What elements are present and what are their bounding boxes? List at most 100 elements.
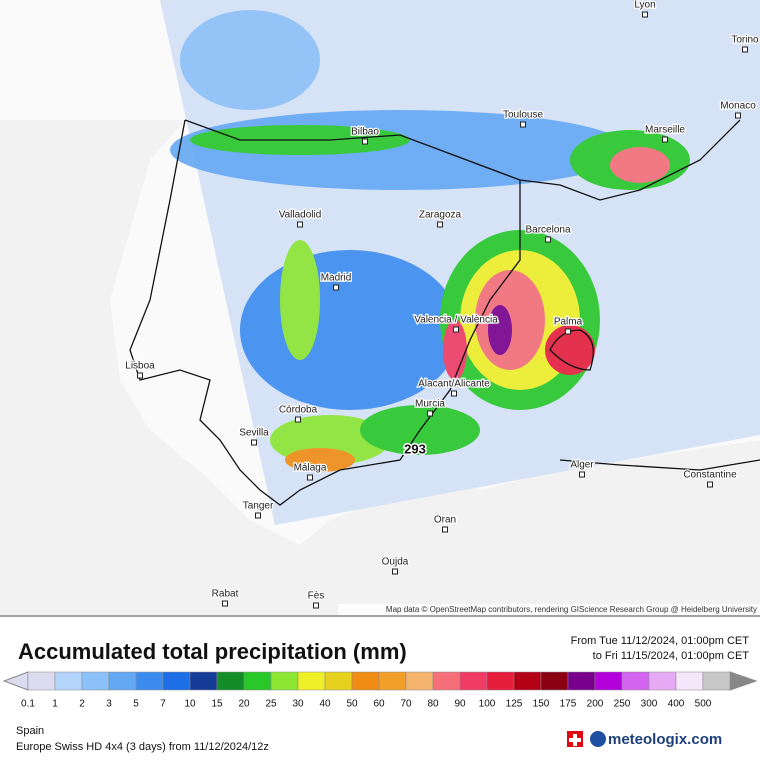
legend-label: 2	[79, 699, 85, 710]
attribution: Map data © OpenStreetMap contributors, r…	[386, 605, 757, 614]
legend-label: 100	[479, 699, 496, 710]
legend-arrow-right	[729, 671, 758, 691]
legend-swatch	[432, 671, 461, 691]
city-label: Torino	[731, 35, 759, 46]
legend-label: 7	[160, 699, 166, 710]
city-marker	[392, 568, 398, 575]
legend-swatch	[513, 671, 542, 691]
date-from: From Tue 11/12/2024, 01:00pm CET	[571, 635, 750, 647]
city-marker	[137, 372, 143, 379]
city-label: Murcia	[415, 399, 445, 410]
city-marker	[451, 390, 457, 397]
legend-label: 3	[106, 699, 112, 710]
city-marker	[545, 236, 551, 243]
legend-swatch	[540, 671, 569, 691]
legend-swatch	[648, 671, 677, 691]
legend-label: 500	[695, 699, 712, 710]
city-label: Constantine	[683, 470, 737, 481]
city-label: Madrid	[321, 273, 352, 284]
city-marker	[427, 410, 433, 417]
city-marker	[453, 326, 459, 333]
city-marker	[707, 481, 713, 488]
city-label: Marseille	[645, 125, 685, 136]
city-label: Málaga	[294, 463, 327, 474]
city-marker	[520, 121, 526, 128]
legend-label: 25	[265, 699, 277, 710]
legend-label: 40	[319, 699, 331, 710]
legend-label: 125	[506, 699, 523, 710]
legend-swatch	[243, 671, 272, 691]
city-marker	[295, 416, 301, 423]
city-label: Barcelona	[525, 225, 570, 236]
city-marker	[251, 439, 257, 446]
city-marker	[742, 46, 748, 53]
legend-swatch	[108, 671, 137, 691]
legend-label: 60	[373, 699, 385, 710]
city-label: Lisboa	[125, 361, 155, 372]
legend-label: 1	[52, 699, 58, 710]
legend-swatch	[81, 671, 110, 691]
legend-swatch	[324, 671, 353, 691]
city-label: Tanger	[243, 501, 274, 512]
city-marker	[222, 600, 228, 607]
legend-label: 200	[587, 699, 604, 710]
legend-label: 400	[668, 699, 685, 710]
legend-swatch	[675, 671, 704, 691]
city-marker	[297, 221, 303, 228]
city-marker	[662, 136, 668, 143]
city-marker	[362, 138, 368, 145]
city-label: Valencia / València	[414, 315, 498, 326]
max-label: 293	[404, 441, 426, 456]
legend-swatch	[162, 671, 191, 691]
legend-swatch	[216, 671, 245, 691]
legend-arrow-left	[2, 671, 29, 691]
legend-swatch	[486, 671, 515, 691]
legend-swatch	[54, 671, 83, 691]
city-label: Córdoba	[279, 405, 318, 416]
legend-swatch	[135, 671, 164, 691]
city-marker	[313, 602, 319, 609]
city-label: Fès	[308, 591, 325, 602]
legend-swatch	[378, 671, 407, 691]
brand[interactable]: meteologix.com	[608, 731, 722, 748]
brand-logo	[590, 731, 606, 747]
legend-swatch	[567, 671, 596, 691]
city-label: Rabat	[212, 589, 239, 600]
city-marker	[565, 328, 571, 335]
city-label: Toulouse	[503, 110, 543, 121]
legend-swatch	[621, 671, 650, 691]
city-marker	[307, 474, 313, 481]
city-label: Valladolid	[279, 210, 322, 221]
city-label: Alacant/Alicante	[418, 379, 490, 390]
legend-swatch	[27, 671, 56, 691]
region: Spain	[16, 725, 44, 737]
legend-swatch	[405, 671, 434, 691]
legend-swatch	[297, 671, 326, 691]
city-marker	[437, 221, 443, 228]
city-label: Oran	[434, 515, 456, 526]
city-marker	[735, 112, 741, 119]
legend-swatch	[702, 671, 731, 691]
swiss-cross	[569, 734, 581, 746]
city-label: Zaragoza	[419, 210, 462, 221]
model-info: Europe Swiss HD 4x4 (3 days) from 11/12/…	[16, 741, 269, 753]
legend-label: 150	[533, 699, 550, 710]
legend-label: 15	[211, 699, 223, 710]
title: Accumulated total precipitation (mm)	[18, 639, 407, 664]
legend-label: 5	[133, 699, 139, 710]
city-marker	[255, 512, 261, 519]
legend-label: 175	[560, 699, 577, 710]
legend-label: 300	[641, 699, 658, 710]
legend-swatch	[351, 671, 380, 691]
city-marker	[333, 284, 339, 291]
city-label: Alger	[570, 460, 594, 471]
city-marker	[579, 471, 585, 478]
legend-label: 90	[454, 699, 466, 710]
city-label: Sevilla	[239, 428, 269, 439]
precipitation	[170, 10, 690, 472]
city-label: Monaco	[720, 101, 756, 112]
legend-label: 20	[238, 699, 250, 710]
legend-label: 80	[427, 699, 439, 710]
legend-swatch	[270, 671, 299, 691]
